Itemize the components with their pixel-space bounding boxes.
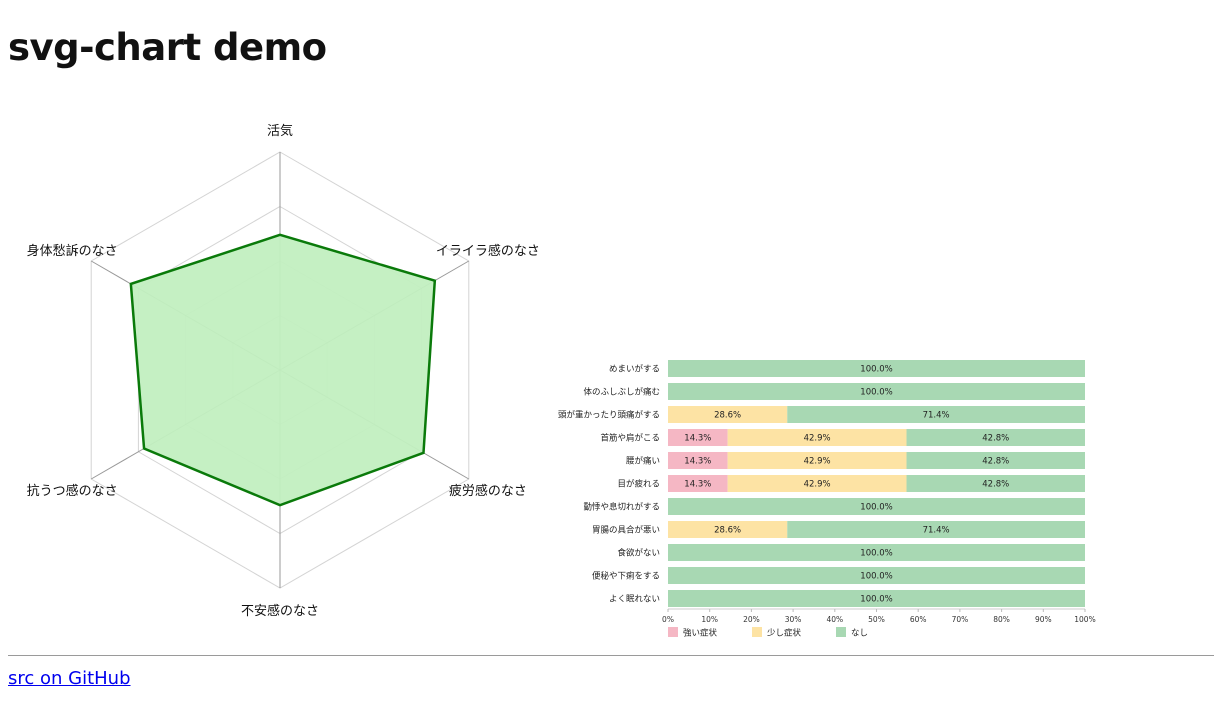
bar-value-label: 28.6% xyxy=(714,526,741,536)
radar-area xyxy=(130,234,435,506)
category-label: 頭が重かったり頭痛がする xyxy=(558,410,660,421)
x-tick-label: 30% xyxy=(785,615,802,624)
bar-value-label: 42.8% xyxy=(982,434,1009,444)
category-label: 動悸や息切れがする xyxy=(583,502,660,513)
category-label: 目が疲れる xyxy=(617,479,660,490)
x-tick-label: 40% xyxy=(826,615,843,624)
radar-axis-label: 不安感のなさ xyxy=(241,603,319,619)
x-tick-label: 80% xyxy=(993,615,1010,624)
bar-value-label: 42.9% xyxy=(804,480,831,490)
bar-value-label: 100.0% xyxy=(860,388,892,398)
bar-segment xyxy=(668,360,1085,377)
x-tick-label: 20% xyxy=(743,615,760,624)
category-label: 腰が痛い xyxy=(626,456,660,467)
radar-axis-label: 身体愁訴のなさ xyxy=(27,243,118,259)
bar-value-label: 100.0% xyxy=(860,503,892,513)
bar-value-label: 42.9% xyxy=(804,457,831,467)
bar-value-label: 28.6% xyxy=(714,411,741,421)
divider xyxy=(8,655,1214,656)
bar-value-label: 100.0% xyxy=(860,572,892,582)
x-tick-label: 100% xyxy=(1074,615,1095,624)
bar-value-label: 14.3% xyxy=(684,457,711,467)
page-title: svg-chart demo xyxy=(8,26,327,69)
category-label: 首筋や肩がこる xyxy=(600,433,660,444)
bar-value-label: 71.4% xyxy=(923,526,950,536)
bar-segment xyxy=(727,429,907,446)
x-tick-label: 60% xyxy=(910,615,927,624)
bar-segment xyxy=(668,590,1085,607)
bar-segment xyxy=(668,429,728,446)
category-label: 胃腸の具合が悪い xyxy=(592,525,660,536)
bar-segment xyxy=(727,475,907,492)
radar-axis-label: 活気 xyxy=(267,123,293,139)
github-source-link[interactable]: src on GitHub xyxy=(8,668,131,689)
bar-value-label: 42.8% xyxy=(982,457,1009,467)
legend-label: なし xyxy=(851,629,868,639)
radar-axis-label: 抗うつ感のなさ xyxy=(27,483,118,499)
radar-axis-label: イライラ感のなさ xyxy=(436,243,540,259)
bar-value-label: 71.4% xyxy=(923,411,950,421)
bar-segment xyxy=(787,406,1085,423)
bar-segment xyxy=(668,498,1085,515)
radar-axis-label: 疲労感のなさ xyxy=(449,483,527,499)
x-tick-label: 50% xyxy=(868,615,885,624)
bar-value-label: 100.0% xyxy=(860,595,892,605)
legend-label: 少し症状 xyxy=(767,628,802,639)
bar-segment xyxy=(668,452,728,469)
legend-swatch xyxy=(752,627,762,637)
bar-segment xyxy=(668,544,1085,561)
x-tick-label: 0% xyxy=(662,615,674,624)
category-label: 体のふしぶしが痛む xyxy=(583,387,660,398)
bar-value-label: 100.0% xyxy=(860,549,892,559)
x-tick-label: 70% xyxy=(952,615,969,624)
bar-segment xyxy=(787,521,1085,538)
bar-value-label: 14.3% xyxy=(684,480,711,490)
legend-label: 強い症状 xyxy=(683,628,718,639)
bar-segment xyxy=(906,452,1085,469)
legend-swatch xyxy=(836,627,846,637)
category-label: 食欲がない xyxy=(617,548,660,559)
bar-segment xyxy=(668,475,728,492)
bar-segment xyxy=(906,475,1085,492)
bar-segment xyxy=(727,452,907,469)
x-tick-label: 10% xyxy=(701,615,718,624)
category-label: 便秘や下痢をする xyxy=(592,571,660,582)
bar-segment xyxy=(668,406,788,423)
x-tick-label: 90% xyxy=(1035,615,1052,624)
legend-swatch xyxy=(668,627,678,637)
bar-segment xyxy=(906,429,1085,446)
bar-segment xyxy=(668,567,1085,584)
bar-segment xyxy=(668,383,1085,400)
bar-value-label: 100.0% xyxy=(860,365,892,375)
category-label: めまいがする xyxy=(609,364,660,375)
bar-value-label: 42.9% xyxy=(804,434,831,444)
category-label: よく眠れない xyxy=(609,595,660,605)
bar-segment xyxy=(668,521,788,538)
radar-series-line xyxy=(129,233,437,507)
bar-value-label: 14.3% xyxy=(684,434,711,444)
bar-value-label: 42.8% xyxy=(982,480,1009,490)
stacked-bar-chart: めまいがする 100.0% 体のふしぶしが痛む 100.0% 頭が重かったり頭痛がする 2… xyxy=(558,360,1096,639)
